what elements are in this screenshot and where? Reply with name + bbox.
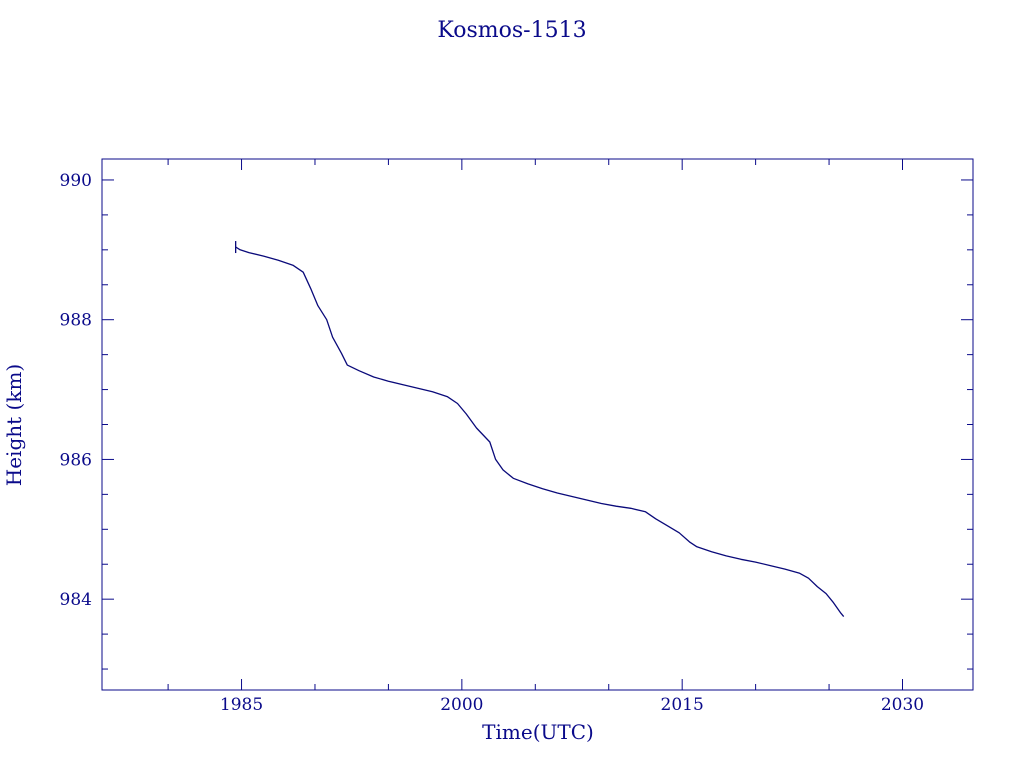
y-axis-label: Height (km) (2, 364, 26, 486)
axis-ticks (102, 159, 973, 690)
x-tick-label: 1985 (220, 695, 263, 715)
x-tick-label: 2015 (661, 695, 704, 715)
axis-tick-labels: 1985 2000 2015 2030 984 986 988 990 (60, 171, 925, 715)
plot-area-frame (101, 158, 974, 691)
series-line (235, 246, 845, 618)
x-tick-label: 2000 (440, 695, 483, 715)
x-tick-label: 2030 (881, 695, 924, 715)
y-tick-label: 990 (60, 171, 92, 191)
y-tick-label: 986 (60, 450, 92, 470)
y-tick-label: 984 (60, 590, 92, 610)
x-axis-label: Time(UTC) (482, 720, 594, 744)
data-series-group (235, 241, 845, 618)
chart-title: Kosmos-1513 (437, 18, 586, 43)
y-tick-label: 988 (60, 311, 92, 331)
